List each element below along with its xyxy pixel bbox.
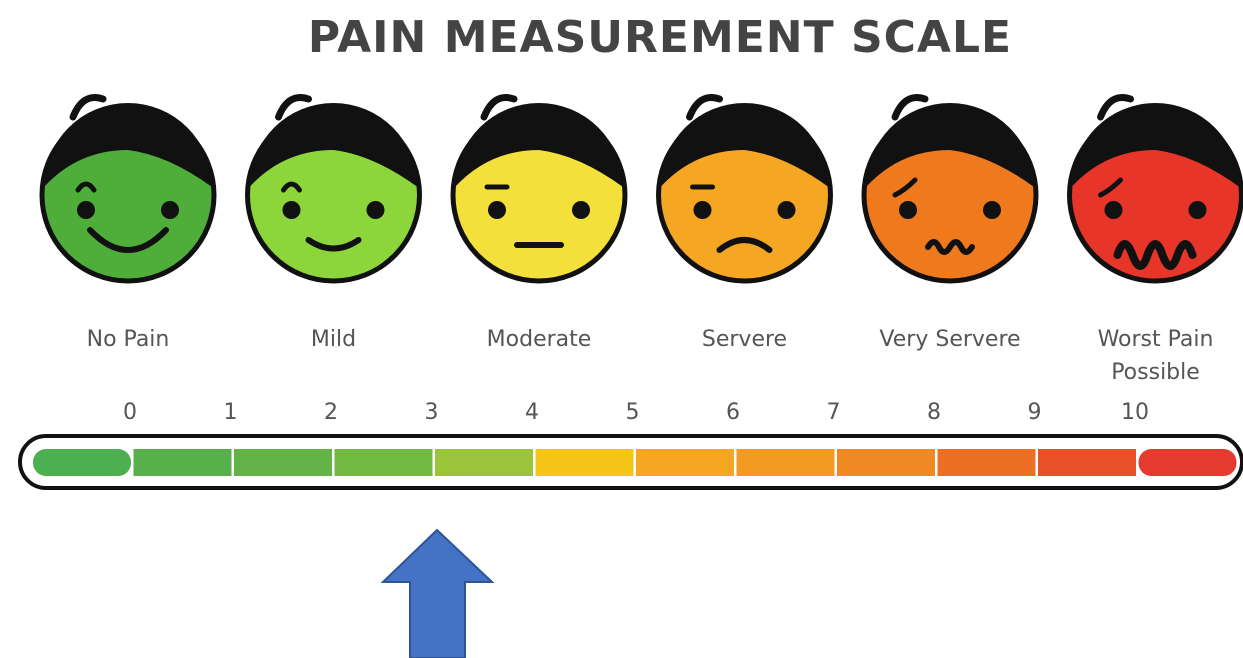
scale-number: 8 (927, 400, 941, 425)
scale-number: 1 (224, 400, 238, 425)
face-label: Worst Pain (1098, 327, 1214, 352)
face-eye (161, 201, 179, 219)
face-eye (77, 201, 95, 219)
face-eye (572, 201, 590, 219)
page: PAIN MEASUREMENT SCALE 0 1 2 3 4 5 6 7 8 9 10 No Pa… (0, 0, 1243, 658)
scale-number: 10 (1121, 400, 1149, 425)
face-label: No Pain (87, 327, 170, 352)
scale-number: 5 (626, 400, 640, 425)
face-label: Mild (311, 327, 356, 352)
scale-segment (938, 449, 1036, 476)
scale-segment (33, 449, 131, 476)
pain-scale: PAIN MEASUREMENT SCALE 0 1 2 3 4 5 6 7 8 9 10 No Pa… (0, 0, 1243, 658)
scale-segment (636, 449, 734, 476)
scale-segment (134, 449, 232, 476)
face-eye (899, 201, 917, 219)
pointer-arrow (383, 530, 492, 658)
face-eye (983, 201, 1001, 219)
scale-number: 4 (525, 400, 539, 425)
face-label: Servere (702, 327, 787, 352)
scale-number: 3 (425, 400, 439, 425)
scale-segment (435, 449, 533, 476)
face-eye (1105, 201, 1123, 219)
face-eye (283, 201, 301, 219)
scale-number: 2 (324, 400, 338, 425)
scale-segment (1038, 449, 1136, 476)
face-eye (694, 201, 712, 219)
title: PAIN MEASUREMENT SCALE (308, 12, 1012, 63)
scale-segment (737, 449, 835, 476)
scale-segment (536, 449, 634, 476)
scale-number: 9 (1028, 400, 1042, 425)
face-label: Moderate (487, 327, 592, 352)
face-eye (367, 201, 385, 219)
scale-number: 7 (827, 400, 841, 425)
scale-segment (1139, 449, 1237, 476)
face-eye (778, 201, 796, 219)
face-label: Possible (1111, 360, 1200, 385)
scale-segment (335, 449, 433, 476)
scale-number: 0 (123, 400, 137, 425)
scale-number: 6 (726, 400, 740, 425)
face-label: Very Servere (879, 327, 1020, 352)
scale-segment (837, 449, 935, 476)
face-eye (488, 201, 506, 219)
face-eye (1189, 201, 1207, 219)
scale-segment (234, 449, 332, 476)
